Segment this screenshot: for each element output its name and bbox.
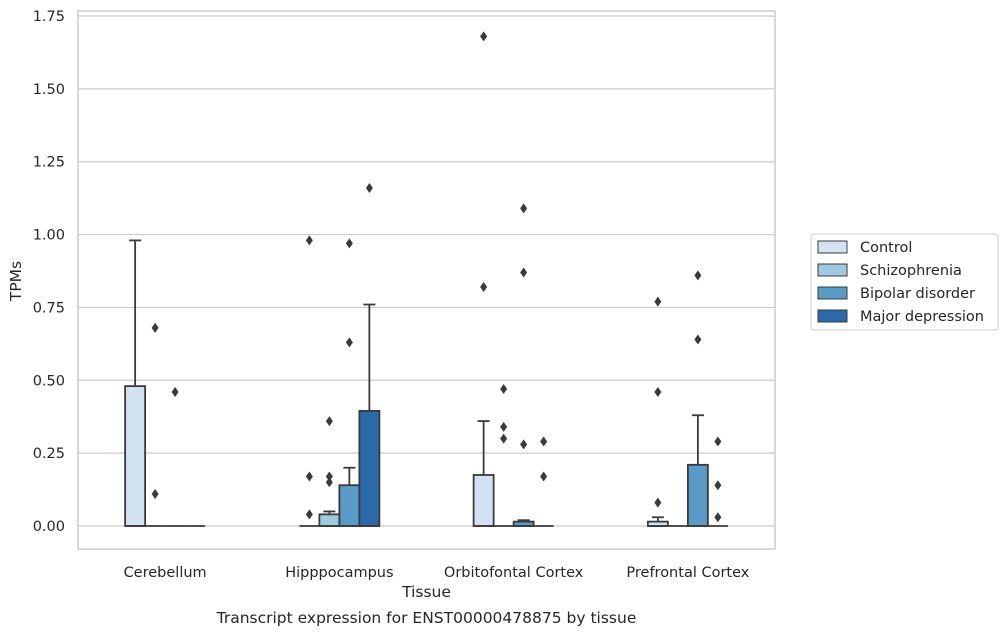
outlier-point [520,203,528,214]
outlier-point [500,433,508,444]
box [124,385,147,527]
box-series [124,31,728,527]
outlier-point [305,509,313,520]
x-tick-label: Prefrontal Cortex [626,565,749,581]
y-tick-label: 0.25 [33,446,65,462]
outlier-point [325,471,333,482]
x-tick-label: Orbitofontal Cortex [444,565,584,581]
y-tick-label: 0.75 [33,300,65,316]
outlier-point [151,488,159,499]
outlier-point [694,270,702,281]
chart-title: Transcript expression for ENST0000047887… [216,609,637,627]
outlier-point [520,267,528,278]
x-tick-label: Cerebellum [124,565,207,581]
x-tick-labels: Cerebellum Hipppocampus Orbitofontal Corte… [124,565,750,581]
outlier-point [345,337,353,348]
outlier-point [305,235,313,246]
outlier-point [694,334,702,345]
outlier-point [714,436,722,447]
outlier-point [365,182,373,193]
legend-label: Control [860,240,912,256]
outlier-point [480,31,488,42]
outlier-point [345,238,353,249]
y-tick-label: 1.25 [33,155,65,171]
outlier-point [500,421,508,432]
box [338,484,361,527]
legend-label: Schizophrenia [860,263,962,279]
y-tick-label: 1.00 [33,228,65,244]
outlier-point [171,386,179,397]
y-tick-label: 1.75 [33,9,65,25]
y-tick-labels: 0.00 0.25 0.50 0.75 1.00 1.25 1.50 1.75 [33,9,65,535]
outlier-point [151,322,159,333]
outlier-point [325,416,333,427]
outlier-point [500,384,508,395]
box [358,409,381,527]
outlier-point [714,480,722,491]
outlier-point [305,471,313,482]
box [472,474,495,527]
outlier-point [540,471,548,482]
legend-frame [810,233,999,331]
outlier-point [540,436,548,447]
legend-label: Bipolar disorder [860,286,975,302]
y-tick-label: 0.50 [33,373,65,389]
box [686,463,709,527]
plot-background [78,11,775,549]
legend-swatch [817,263,848,277]
outlier-point [654,296,662,307]
y-tick-label: 1.50 [33,82,65,98]
outlier-point [480,282,488,293]
box [318,513,341,527]
outlier-point [654,386,662,397]
outlier-point [714,512,722,523]
y-axis-label: TPMs [7,261,25,302]
legend-swatch [817,309,848,323]
outlier-point [520,439,528,450]
x-tick-label: Hipppocampus [285,565,393,581]
legend: Control Schizophrenia Bipolar disorder Majo… [810,233,999,331]
plot-frame [77,10,776,550]
y-tick-label: 0.00 [33,519,65,535]
outlier-point [654,497,662,508]
legend-swatch [817,240,848,254]
x-axis-label: Tissue [401,583,451,601]
legend-label: Major depression [860,309,984,325]
legend-swatch [817,286,848,300]
gridlines [78,15,775,527]
outlier-point [325,477,333,488]
